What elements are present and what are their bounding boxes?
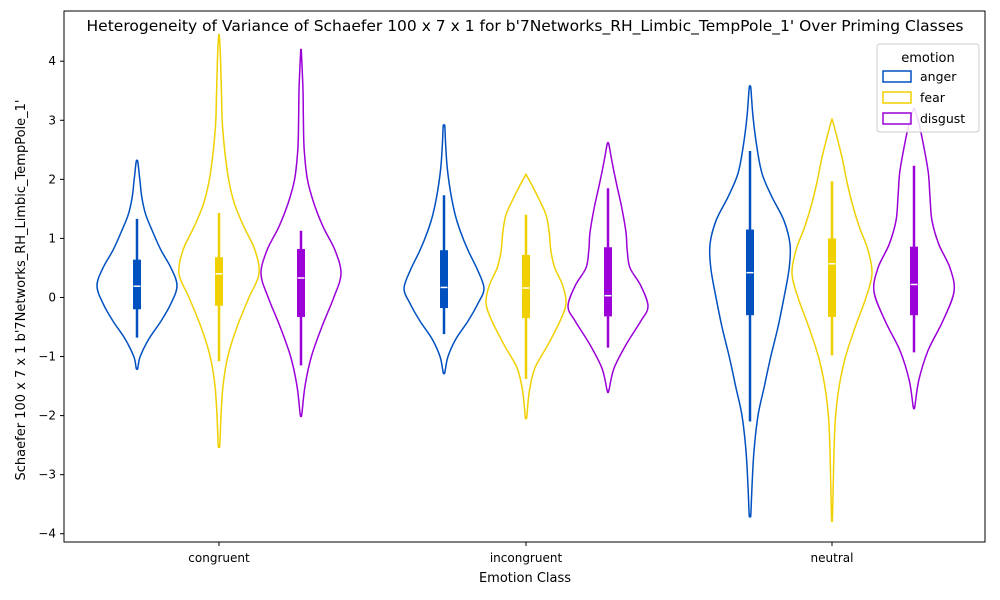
- violin-disgust-congruent: [260, 48, 342, 418]
- y-tick-label: 4: [48, 54, 56, 68]
- violin-box: [215, 257, 223, 306]
- violin-box: [522, 254, 530, 319]
- y-tick-label: 2: [48, 172, 56, 186]
- violin-outline: [567, 141, 649, 394]
- y-tick-label: −1: [38, 350, 56, 364]
- violin-outline: [485, 173, 567, 420]
- legend-label-fear: fear: [920, 90, 946, 105]
- x-axis-label: Emotion Class: [479, 571, 571, 586]
- violin-box: [604, 247, 612, 317]
- chart-title: Heterogeneity of Variance of Schaefer 10…: [87, 17, 964, 36]
- violin-box: [440, 250, 448, 309]
- legend-title: emotion: [901, 51, 955, 66]
- violin-disgust-incongruent: [567, 141, 649, 394]
- violin-fear-neutral: [791, 118, 873, 523]
- violin-fear-incongruent: [485, 173, 567, 420]
- y-axis-label: Schaefer 100 x 7 x 1 b'7Networks_RH_Limb…: [14, 100, 29, 481]
- violin-box: [133, 259, 141, 310]
- violin-outline: [791, 118, 873, 523]
- legend-swatch-disgust: [882, 112, 912, 125]
- violin-anger-neutral: [708, 85, 792, 518]
- y-tick-label: −2: [38, 409, 56, 423]
- legend-label-disgust: disgust: [920, 111, 965, 126]
- violin-outline: [260, 48, 342, 418]
- violin-outline: [178, 33, 260, 449]
- violin-box: [910, 246, 918, 316]
- violin-layer: [96, 33, 956, 523]
- violin-anger-incongruent: [403, 124, 485, 375]
- legend-swatch-fear: [882, 91, 912, 104]
- legend-swatch-anger: [882, 70, 912, 83]
- x-tick-label-incongruent: incongruent: [490, 551, 563, 565]
- violin-outline: [708, 85, 792, 518]
- legend: emotion anger fear disgust: [876, 43, 980, 133]
- y-tick-label: 1: [48, 231, 56, 245]
- violin-fear-congruent: [178, 33, 260, 449]
- legend-frame: [876, 43, 980, 133]
- y-tick-label: 3: [48, 113, 56, 127]
- x-axis: congruent incongruent neutral: [188, 542, 853, 565]
- y-tick-label: 0: [48, 290, 56, 304]
- plot-frame: [63, 10, 986, 543]
- legend-label-anger: anger: [920, 69, 957, 84]
- violin-anger-congruent: [96, 159, 178, 370]
- violin-outline: [96, 159, 178, 370]
- y-axis: −4 −3 −2 −1 0 1 2 3 4: [38, 54, 64, 541]
- violin-outline: [403, 124, 485, 375]
- x-tick-label-congruent: congruent: [188, 551, 250, 565]
- y-tick-label: −3: [38, 468, 56, 482]
- x-tick-label-neutral: neutral: [811, 551, 854, 565]
- violin-box: [297, 249, 305, 317]
- y-tick-label: −4: [38, 527, 56, 541]
- violin-box: [828, 238, 836, 317]
